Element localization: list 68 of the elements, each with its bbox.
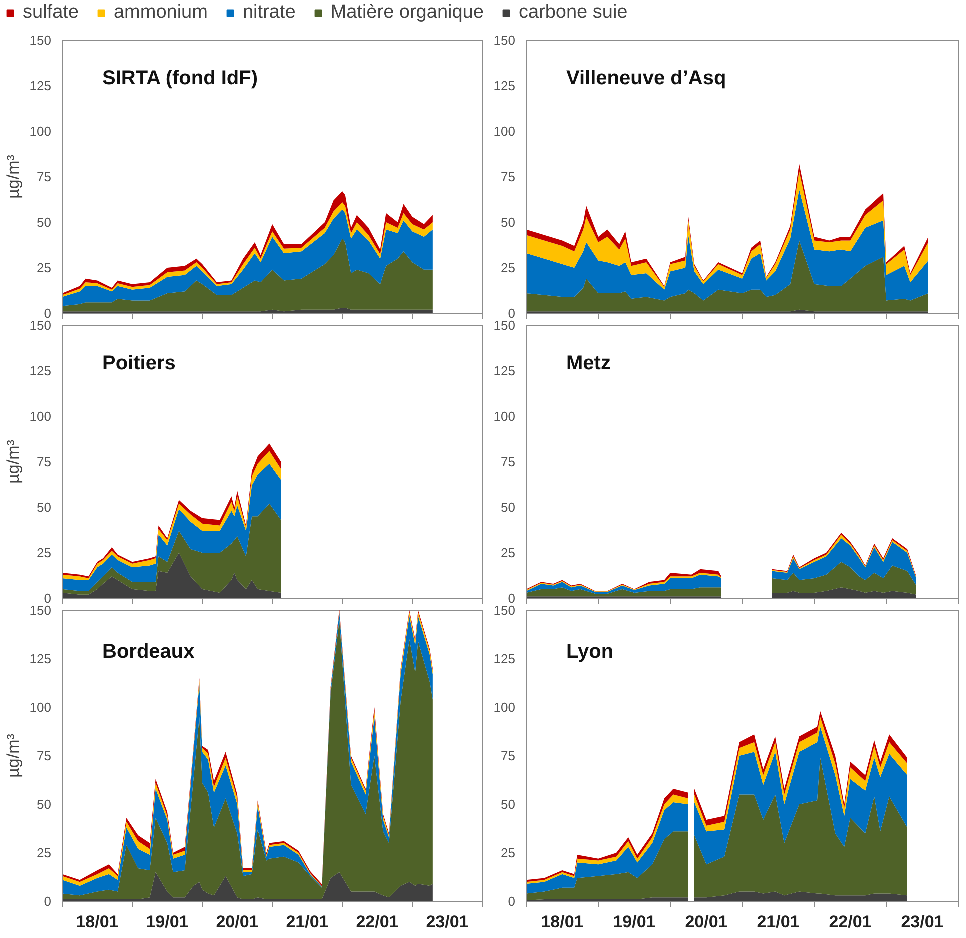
text: Lyon xyxy=(566,640,614,663)
x-tick-label: 22/01 xyxy=(829,912,872,932)
text: Bordeaux xyxy=(102,640,195,663)
legend-label: ammonium xyxy=(114,2,208,24)
legend-label: sulfate xyxy=(23,2,79,24)
y-tick-label: 150 xyxy=(30,603,52,618)
y-tick-label: 125 xyxy=(494,78,516,94)
y-tick-label: 125 xyxy=(30,364,52,378)
y-tick-label: 100 xyxy=(30,409,52,424)
y-tick-label: 75 xyxy=(37,454,52,470)
y-tick-label: 25 xyxy=(501,546,516,560)
y-tick-label: 75 xyxy=(37,170,52,184)
y-tick-label: 0 xyxy=(508,591,516,606)
legend-label: carbone suie xyxy=(518,2,628,24)
y-tick-label: 125 xyxy=(494,652,516,666)
y-tick-label: 0 xyxy=(44,591,52,606)
y-tick-label: 150 xyxy=(494,33,516,48)
y-tick-label: 75 xyxy=(501,454,516,470)
x-tick-label: 21/01 xyxy=(286,912,329,932)
x-tick-label: 19/01 xyxy=(613,912,656,932)
y-tick-label: 100 xyxy=(494,700,516,715)
y-tick-label: 50 xyxy=(37,215,52,230)
y-tick-label: 25 xyxy=(37,260,52,276)
y-tick-label: 125 xyxy=(494,364,516,378)
y-tick-label: 0 xyxy=(44,894,52,909)
y-tick-label: 50 xyxy=(501,215,516,230)
y-tick-label: 150 xyxy=(30,33,52,48)
y-tick-label: 0 xyxy=(508,894,516,909)
y-tick-label: 50 xyxy=(501,797,516,812)
y-tick-label: 100 xyxy=(494,124,516,139)
text: Poitiers xyxy=(102,352,176,375)
y-axis-title: µg/m³ xyxy=(4,734,23,778)
y-tick-label: 25 xyxy=(501,846,516,860)
text: SIRTA (fond IdF) xyxy=(102,68,258,90)
y-tick-label: 75 xyxy=(501,748,516,764)
y-tick-label: 125 xyxy=(30,78,52,94)
y-tick-label: 50 xyxy=(501,500,516,515)
y-tick-label: 100 xyxy=(30,700,52,715)
y-tick-label: 75 xyxy=(501,170,516,184)
y-tick-label: 75 xyxy=(37,748,52,764)
x-tick-label: 21/01 xyxy=(757,912,800,932)
x-tick-label: 20/01 xyxy=(685,912,728,932)
y-tick-label: 25 xyxy=(37,546,52,560)
x-tick-label: 23/01 xyxy=(426,912,469,932)
y-tick-label: 150 xyxy=(494,603,516,618)
x-tick-label: 18/01 xyxy=(76,912,119,932)
y-tick-label: 100 xyxy=(494,409,516,424)
x-tick-label: 20/01 xyxy=(216,912,259,932)
x-tick-label: 23/01 xyxy=(901,912,944,932)
text: Villeneuve d’Asq xyxy=(566,68,726,90)
y-tick-label: 50 xyxy=(37,500,52,515)
y-axis-title: µg/m³ xyxy=(4,440,23,484)
x-tick-label: 19/01 xyxy=(146,912,189,932)
x-tick-label: 18/01 xyxy=(541,912,584,932)
y-tick-label: 50 xyxy=(37,797,52,812)
y-tick-label: 25 xyxy=(501,260,516,276)
y-tick-label: 0 xyxy=(44,306,52,321)
y-tick-label: 150 xyxy=(494,318,516,333)
y-tick-label: 25 xyxy=(37,846,52,860)
y-tick-label: 125 xyxy=(30,652,52,666)
y-axis-title: µg/m³ xyxy=(4,154,23,199)
y-tick-label: 0 xyxy=(508,306,516,321)
legend-label: Matière organique xyxy=(330,2,484,24)
y-tick-label: 150 xyxy=(30,318,52,333)
x-tick-label: 22/01 xyxy=(356,912,399,932)
text: Metz xyxy=(566,352,611,375)
y-tick-label: 100 xyxy=(30,124,52,139)
legend-label: nitrate xyxy=(242,2,296,24)
